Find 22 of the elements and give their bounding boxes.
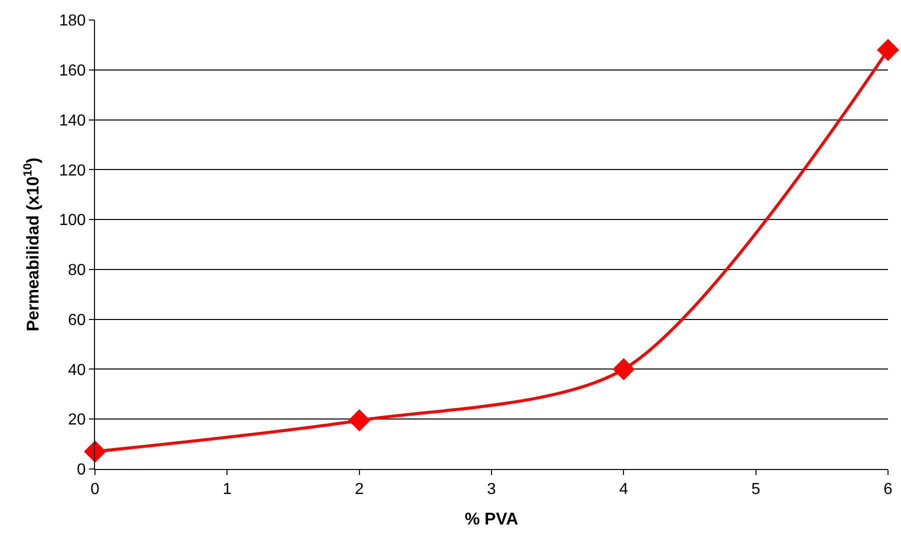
point: [612, 358, 635, 380]
x-axis-title: % PVA: [464, 510, 518, 529]
point: [348, 409, 370, 432]
y-tick-label: 180: [59, 12, 86, 30]
y-tick-label: 160: [59, 62, 86, 80]
x-tick-label: 3: [487, 481, 496, 498]
x-tick-label: 2: [354, 481, 364, 498]
x-tick-label: 6: [884, 481, 893, 498]
y-tick-label: 80: [68, 262, 86, 280]
x-tick-label: 5: [751, 481, 760, 498]
y-tick-label: 60: [68, 312, 86, 329]
x-tick-label: 4: [619, 481, 628, 498]
point: [84, 440, 106, 463]
y-tick-label: 40: [68, 362, 86, 379]
x-tick-label: 1: [222, 481, 232, 498]
x-tick-label: 0: [90, 481, 100, 498]
y-tick-label: 140: [59, 112, 86, 130]
y-tick-label: 20: [68, 412, 86, 429]
point: [876, 38, 900, 61]
y-tick-label: 0: [76, 462, 86, 479]
y-tick-label: 100: [59, 212, 86, 230]
y-tick-label: 120: [59, 162, 86, 180]
